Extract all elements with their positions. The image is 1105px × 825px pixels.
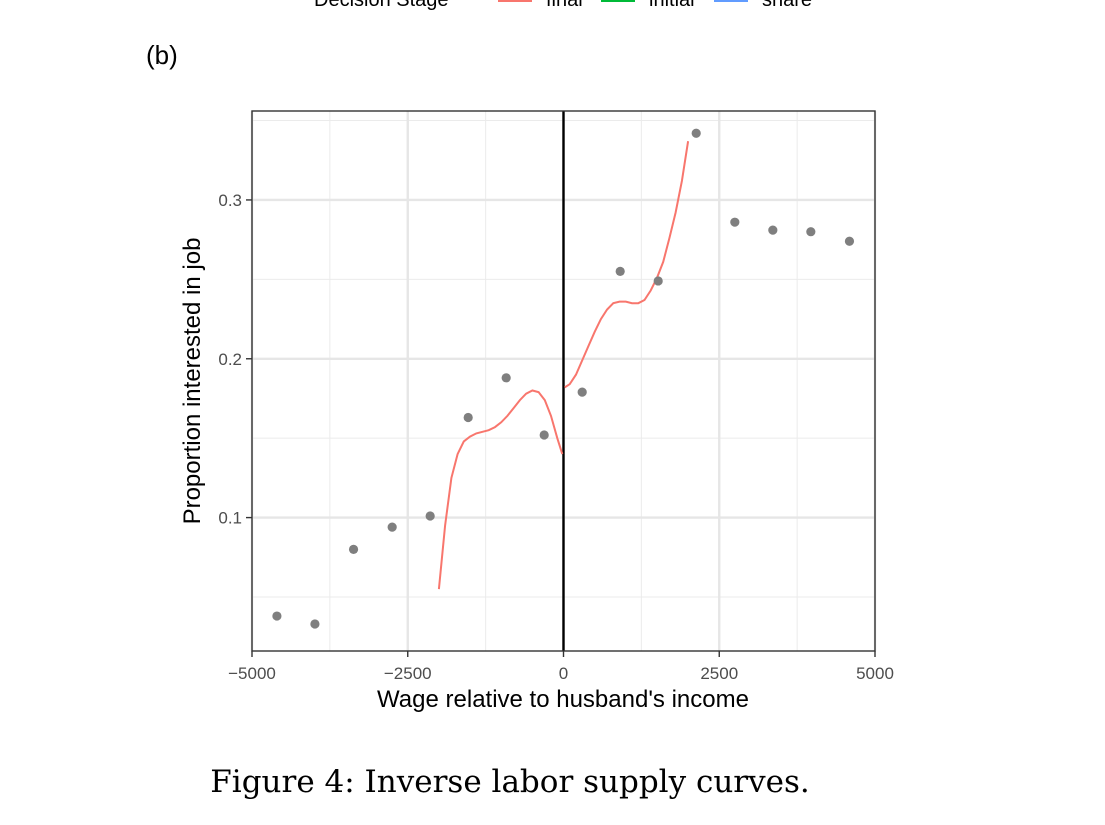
figure-caption: Figure 4: Inverse labor supply curves.	[210, 764, 810, 800]
x-tick-label: −2500	[384, 664, 432, 683]
x-axis: −5000 −2500 0 2500 5000	[228, 651, 894, 683]
legend-swatch-initial	[601, 0, 635, 2]
data-point	[425, 511, 435, 521]
data-point	[844, 236, 855, 246]
series-lines	[437, 141, 690, 590]
data-point	[653, 276, 663, 286]
x-tick-label: 2500	[700, 664, 738, 683]
y-tick-label: 0.3	[218, 191, 242, 210]
y-axis: 0.1 0.2 0.3	[218, 191, 252, 528]
y-axis-label: Proportion interested in job	[179, 238, 206, 525]
data-point	[577, 387, 587, 397]
data-point	[730, 217, 740, 227]
data-point	[768, 225, 778, 235]
legend: Decision Stage final initial share	[0, 0, 1105, 15]
legend-swatch-final	[498, 0, 532, 2]
legend-label-share: share	[762, 0, 813, 11]
series-line-final-2	[564, 141, 690, 389]
legend-label-final: final	[546, 0, 583, 11]
x-axis-label: Wage relative to husband's income	[377, 686, 749, 713]
panel-label: (b)	[146, 40, 178, 70]
data-point	[615, 266, 625, 277]
x-tick-label: 0	[559, 664, 568, 683]
data-point	[806, 227, 816, 237]
data-point	[272, 611, 282, 621]
data-point	[539, 430, 549, 440]
series-line-final-1	[437, 389, 564, 590]
data-point	[387, 522, 397, 532]
legend-title: Decision Stage	[314, 0, 449, 11]
data-points	[272, 128, 855, 629]
legend-label-initial: initial	[649, 0, 695, 11]
data-point	[463, 412, 473, 423]
data-point	[691, 128, 701, 138]
data-point	[310, 619, 320, 629]
x-tick-label: 5000	[856, 664, 894, 683]
y-tick-label: 0.2	[218, 350, 242, 369]
data-point	[348, 544, 359, 554]
y-tick-label: 0.1	[218, 509, 242, 528]
x-tick-label: −5000	[228, 664, 276, 683]
legend-swatch-share	[714, 0, 748, 2]
data-point	[501, 373, 511, 383]
